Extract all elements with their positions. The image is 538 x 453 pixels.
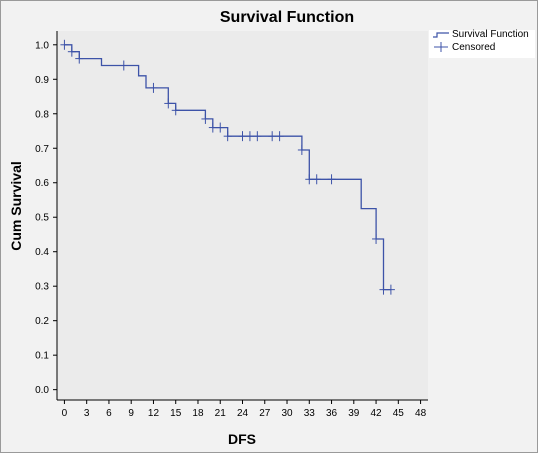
censored-marker [119,60,128,71]
x-tick-label: 45 [393,408,405,419]
x-tick-label: 27 [259,408,271,419]
x-tick-label: 39 [348,408,360,419]
y-tick-label: 0.8 [35,109,49,120]
censored-marker [327,174,336,185]
censored-marker [379,284,388,295]
x-axis-title: DFS [228,431,256,447]
y-tick-label: 0.4 [35,247,49,258]
y-ticks: 0.0 0.1 0.2 0.3 0.4 0.5 0.6 0.7 0.8 0.9 1.0 [35,40,57,396]
censored-marker [60,39,69,50]
legend-swatch-survival-function [433,32,449,38]
y-axis-title: Cum Survival [8,161,24,250]
censored-marker [245,131,254,142]
x-tick-label: 15 [170,408,182,419]
censored-marker [297,144,306,155]
x-tick-label: 12 [148,408,160,419]
x-tick-label: 42 [370,408,382,419]
x-tick-label: 0 [62,408,68,419]
y-tick-label: 0.7 [35,144,49,155]
legend-background [429,30,535,58]
x-tick-label: 24 [237,408,249,419]
censored-marker [208,122,217,133]
x-tick-label: 30 [281,408,293,419]
x-tick-label: 3 [84,408,90,419]
censored-marker [253,131,262,142]
censored-marker [372,233,381,244]
axes: 0 3 6 9 12 15 18 21 24 27 30 33 36 39 42 45 48 0.00.10.2… [35,31,428,419]
legend-label-survival-function: Survival Function [452,29,529,40]
censor-marks [60,39,395,295]
y-tick-label: 0.0 [35,385,49,396]
y-tick-label: 0.1 [35,351,49,362]
x-tick-label: 36 [326,408,338,419]
chart-title: Survival Function [220,9,354,26]
y-tick-label: 0.5 [35,213,49,224]
censored-marker [275,131,284,142]
y-tick-label: 0.2 [35,316,49,327]
censored-marker [149,82,158,93]
censored-marker [312,174,321,185]
x-tick-label: 6 [106,408,112,419]
censored-marker [67,46,76,57]
x-tick-label: 48 [415,408,427,419]
y-tick-label: 0.3 [35,282,49,293]
legend-label-censored: Censored [452,42,495,53]
plot-area [57,31,428,400]
censored-marker [268,131,277,142]
censored-marker [223,131,232,142]
censored-marker [164,98,173,109]
censored-marker [238,131,247,142]
x-tick-label: 21 [215,408,227,419]
x-tick-label: 9 [128,408,134,419]
censored-marker [216,122,225,133]
x-tick-label: 33 [304,408,316,419]
y-tick-label: 0.9 [35,75,49,86]
x-ticks: 0 3 6 9 12 15 18 21 24 27 30 33 36 39 42 45 48 [62,400,427,419]
censored-marker [171,105,180,116]
legend-swatch-censored [434,42,448,52]
chart-legend: Survival Function Censored [429,29,535,58]
y-tick-label: 1.0 [35,40,49,51]
x-tick-label: 18 [192,408,204,419]
censored-marker [75,53,84,64]
censored-marker [305,174,314,185]
censored-marker [386,284,395,295]
y-tick-label: 0.6 [35,178,49,189]
censored-marker [201,113,210,124]
